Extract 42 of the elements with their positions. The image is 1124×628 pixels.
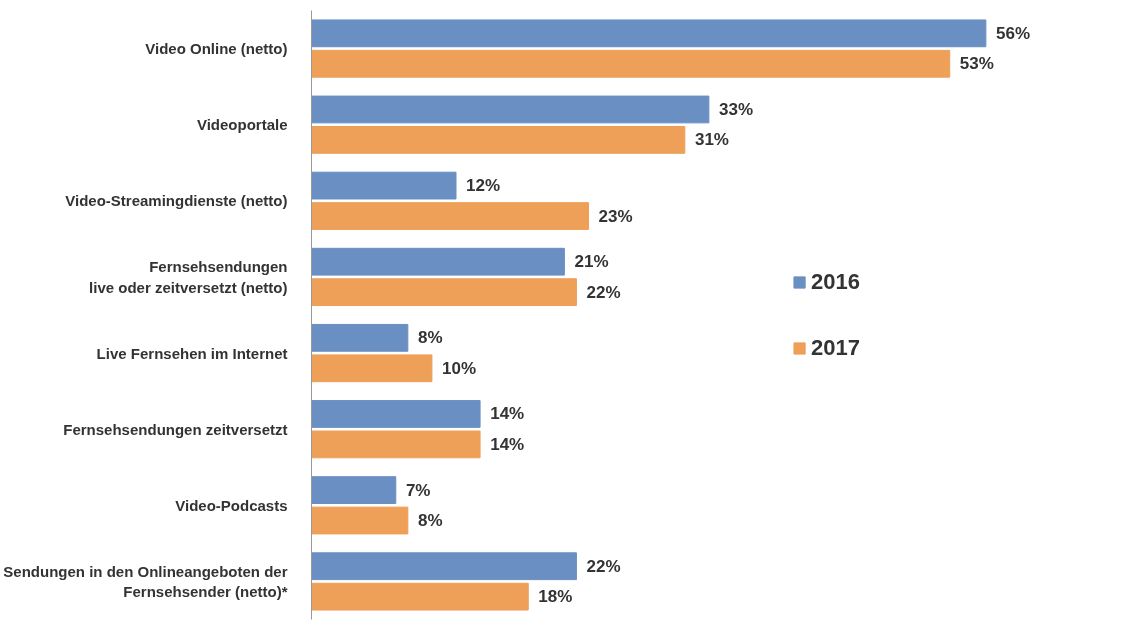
bar (311, 476, 397, 504)
bar (311, 171, 457, 200)
y-tick-label: Sendungen in den Onlineangeboten der Fernsehsender (netto)* (3, 562, 288, 601)
bar (311, 552, 577, 581)
bar (311, 582, 529, 611)
data-label: 8% (417, 511, 443, 531)
data-label: 18% (538, 587, 573, 607)
data-label: 10% (442, 358, 477, 378)
data-label: 8% (417, 328, 443, 348)
legend-label: 2017 (811, 334, 860, 361)
bar (311, 202, 589, 230)
bar (311, 354, 433, 383)
bar (311, 126, 686, 154)
data-label: 33% (719, 99, 754, 119)
y-tick-label: Live Fernsehen im Internet (96, 344, 288, 362)
bar (311, 430, 481, 459)
bar (311, 400, 481, 428)
bar (311, 278, 577, 307)
y-tick-label: Video Online (netto) (145, 40, 288, 58)
data-label: 21% (574, 252, 609, 272)
bar (311, 49, 951, 78)
bar (311, 506, 409, 535)
data-label: 53% (959, 54, 994, 74)
y-tick-label: Fernsehsendungen zeitversetzt (63, 420, 288, 438)
data-label: 14% (490, 404, 525, 424)
data-label: 22% (586, 556, 621, 576)
data-label: 23% (598, 206, 633, 226)
y-tick-label: Videoportale (196, 116, 288, 134)
data-label: 56% (995, 23, 1031, 43)
data-label: 12% (466, 176, 501, 196)
bar (311, 95, 710, 124)
bar (311, 247, 565, 276)
data-label: 31% (694, 130, 729, 150)
y-tick-label: Video-Streamingdienste (netto) (65, 192, 288, 210)
data-label: 7% (405, 480, 431, 500)
data-label: 22% (586, 282, 621, 302)
legend-label: 2016 (811, 268, 860, 295)
y-tick-label: Video-Podcasts (175, 496, 288, 514)
y-tick-label: Fernsehsendungen live oder zeitversetzt (netto) (89, 258, 288, 296)
bar (311, 19, 987, 48)
bar (311, 323, 409, 352)
data-label: 14% (490, 434, 525, 454)
